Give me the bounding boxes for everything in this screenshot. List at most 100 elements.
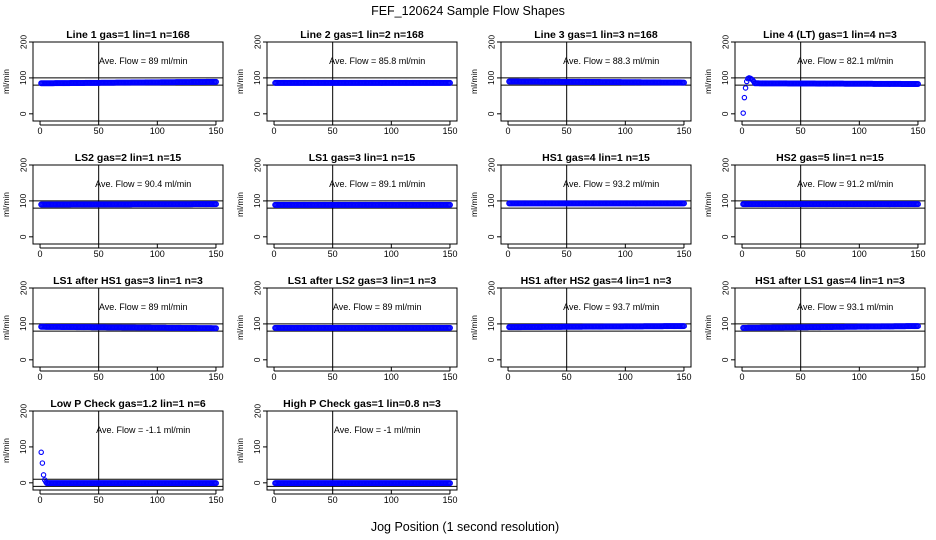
chart-panel: HS2 gas=5 lin=1 n=15 ml/min Ave. Flow = 91… xyxy=(703,152,926,259)
chart-panel: Line 1 gas=1 lin=1 n=168 ml/min Ave. Flow … xyxy=(1,29,224,136)
y-tick-label: 100 xyxy=(252,194,262,208)
panel-title: Line 3 gas=1 lin=3 n=168 xyxy=(534,29,658,41)
x-tick-label: 100 xyxy=(150,495,165,505)
y-tick-label: 0 xyxy=(252,234,262,239)
y-axis-label: ml/min xyxy=(469,192,479,217)
plot-frame xyxy=(266,410,458,491)
chart-panel: Line 4 (LT) gas=1 lin=4 n=3 ml/min Ave. Fl… xyxy=(703,29,926,136)
data-point xyxy=(446,324,453,331)
chart-panel: HS1 gas=4 lin=1 n=15 ml/min Ave. Flow = 93… xyxy=(469,152,692,259)
x-tick-label: 0 xyxy=(38,126,43,136)
y-axis-label: ml/min xyxy=(1,192,11,217)
plot-frame xyxy=(266,287,458,368)
y-tick-label: 0 xyxy=(252,111,262,116)
average-flow-annotation: Ave. Flow = 89.1 ml/min xyxy=(329,179,425,189)
x-tick-label: 0 xyxy=(38,372,43,382)
chart-panel: LS1 gas=3 lin=1 n=15 ml/min Ave. Flow = 89… xyxy=(235,152,458,259)
x-tick-label: 150 xyxy=(442,495,457,505)
figure-x-axis-label: Jog Position (1 second resolution) xyxy=(371,520,559,534)
panel-title: HS1 after LS1 gas=4 lin=1 n=3 xyxy=(755,275,905,287)
data-point xyxy=(680,323,687,330)
x-tick-label: 150 xyxy=(676,372,691,382)
x-tick-label: 50 xyxy=(94,126,104,136)
y-tick-label: 0 xyxy=(720,111,730,116)
y-tick-label: 100 xyxy=(18,71,28,85)
x-tick-label: 100 xyxy=(852,249,867,259)
panel-title: Line 1 gas=1 lin=1 n=168 xyxy=(66,29,190,41)
plot-frame xyxy=(500,287,692,368)
x-tick-label: 150 xyxy=(676,126,691,136)
average-flow-annotation: Ave. Flow = 89 ml/min xyxy=(99,56,188,66)
x-tick-label: 150 xyxy=(442,126,457,136)
average-flow-annotation: Ave. Flow = 89 ml/min xyxy=(99,302,188,312)
chart-panel: LS1 after LS2 gas=3 lin=1 n=3 ml/min Ave. … xyxy=(235,275,458,382)
y-axis-label: ml/min xyxy=(235,192,245,217)
y-tick-label: 100 xyxy=(486,317,496,331)
x-tick-label: 100 xyxy=(384,249,399,259)
data-point xyxy=(39,460,46,466)
x-tick-label: 150 xyxy=(442,249,457,259)
x-tick-label: 50 xyxy=(328,372,338,382)
x-tick-label: 150 xyxy=(910,126,925,136)
plot-frame xyxy=(734,41,926,122)
y-tick-label: 100 xyxy=(720,194,730,208)
data-point xyxy=(38,449,44,456)
y-tick-label: 200 xyxy=(486,158,496,172)
x-tick-label: 100 xyxy=(618,372,633,382)
x-tick-label: 100 xyxy=(852,126,867,136)
y-axis-label: ml/min xyxy=(469,315,479,340)
y-tick-label: 200 xyxy=(252,35,262,49)
data-point xyxy=(742,85,749,91)
x-tick-label: 50 xyxy=(562,372,572,382)
chart-panel: Low P Check gas=1.2 lin=1 n=6 ml/min Ave. … xyxy=(1,398,224,505)
x-tick-label: 100 xyxy=(618,126,633,136)
y-tick-label: 0 xyxy=(486,234,496,239)
x-tick-label: 100 xyxy=(150,249,165,259)
x-tick-label: 150 xyxy=(208,372,223,382)
panel-title: HS1 gas=4 lin=1 n=15 xyxy=(542,152,650,164)
plot-frame xyxy=(32,410,224,491)
y-tick-label: 200 xyxy=(252,404,262,418)
x-tick-label: 150 xyxy=(910,372,925,382)
x-tick-label: 50 xyxy=(94,372,104,382)
x-tick-label: 0 xyxy=(272,495,277,505)
y-tick-label: 200 xyxy=(252,158,262,172)
x-tick-label: 100 xyxy=(384,495,399,505)
y-axis-label: ml/min xyxy=(703,69,713,94)
x-tick-label: 0 xyxy=(38,495,43,505)
y-tick-label: 0 xyxy=(18,111,28,116)
data-point xyxy=(914,201,921,208)
average-flow-annotation: Ave. Flow = -1 ml/min xyxy=(334,425,421,435)
x-tick-label: 100 xyxy=(618,249,633,259)
chart-panel: HS1 after LS1 gas=4 lin=1 n=3 ml/min Ave. … xyxy=(703,275,926,382)
panel-title: Low P Check gas=1.2 lin=1 n=6 xyxy=(50,398,205,410)
x-tick-label: 50 xyxy=(796,126,806,136)
x-tick-label: 150 xyxy=(910,249,925,259)
x-tick-label: 0 xyxy=(740,126,745,136)
data-point xyxy=(680,79,687,86)
y-tick-label: 200 xyxy=(18,158,28,172)
x-tick-label: 50 xyxy=(328,495,338,505)
panel-title: HS2 gas=5 lin=1 n=15 xyxy=(776,152,884,164)
average-flow-annotation: Ave. Flow = 93.7 ml/min xyxy=(563,302,659,312)
y-tick-label: 0 xyxy=(720,357,730,362)
plot-frame xyxy=(32,41,224,122)
panel-title: LS1 after LS2 gas=3 lin=1 n=3 xyxy=(288,275,437,287)
y-axis-label: ml/min xyxy=(235,315,245,340)
y-tick-label: 0 xyxy=(252,480,262,485)
y-tick-label: 0 xyxy=(720,234,730,239)
y-tick-label: 100 xyxy=(486,71,496,85)
panel-title: Line 2 gas=1 lin=2 n=168 xyxy=(300,29,424,41)
average-flow-annotation: Ave. Flow = 89 ml/min xyxy=(333,302,422,312)
y-tick-label: 0 xyxy=(252,357,262,362)
y-tick-label: 200 xyxy=(18,281,28,295)
y-tick-label: 0 xyxy=(18,480,28,485)
y-axis-label: ml/min xyxy=(703,315,713,340)
data-point xyxy=(212,325,219,332)
plot-frame xyxy=(500,41,692,122)
plot-frame xyxy=(734,287,926,368)
panel-title: High P Check gas=1 lin=0.8 n=3 xyxy=(283,398,441,410)
data-point xyxy=(40,472,47,478)
plot-frame xyxy=(32,287,224,368)
